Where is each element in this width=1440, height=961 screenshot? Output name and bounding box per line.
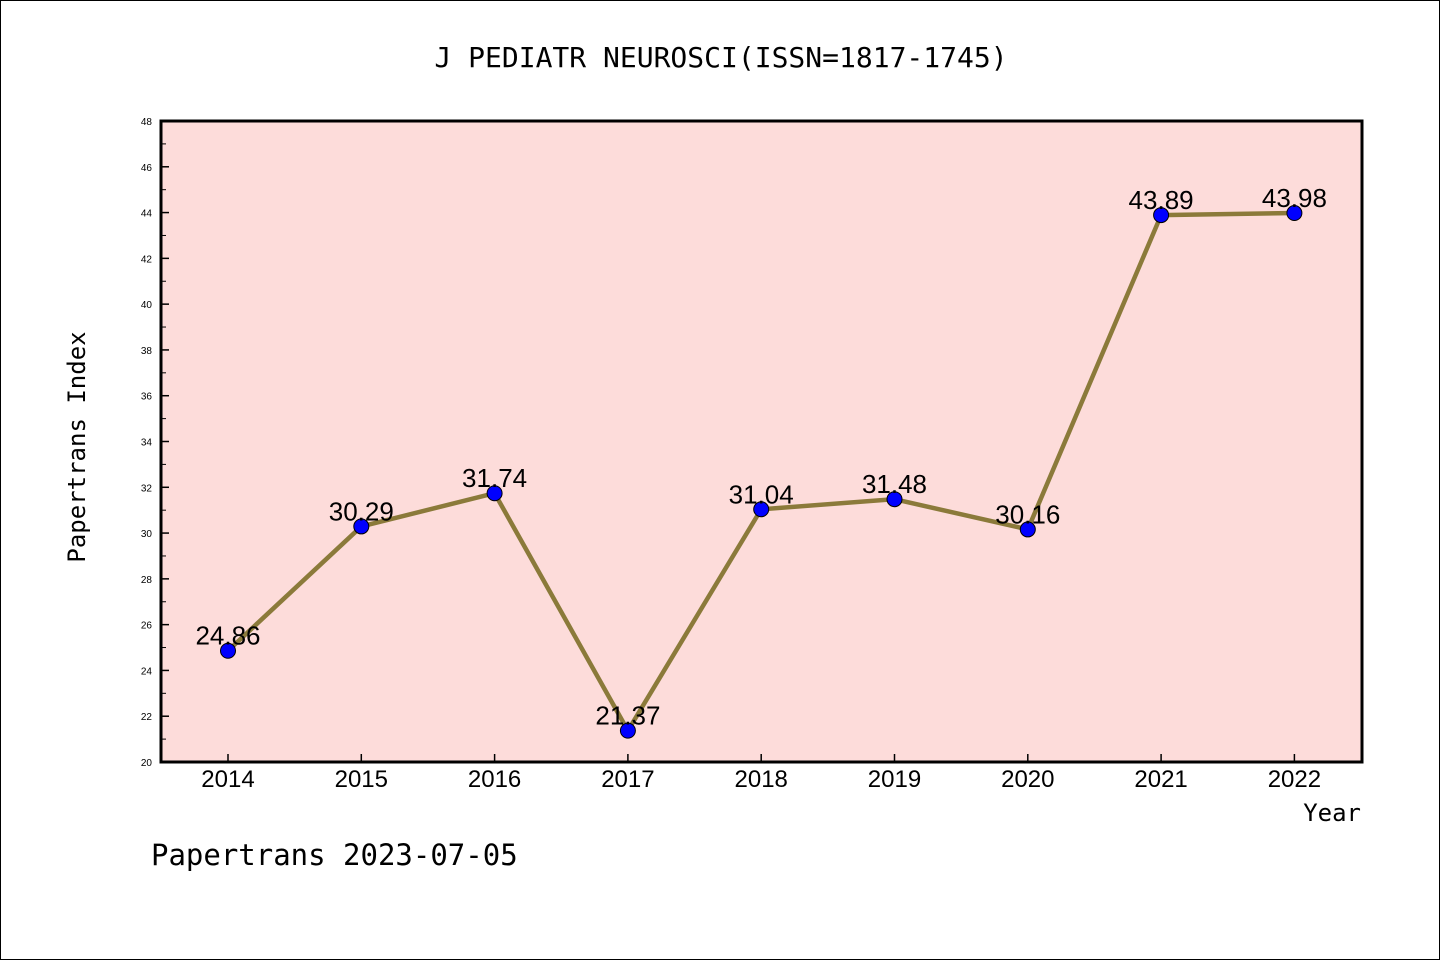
data-label: 31.04 (729, 479, 794, 509)
x-axis-label: Year (1303, 799, 1361, 827)
footer-text: Papertrans 2023-07-05 (151, 838, 518, 872)
x-tick-label: 2020 (1001, 766, 1054, 793)
data-point-marker (220, 642, 236, 659)
y-tick-label: 20 (141, 758, 153, 769)
y-tick-label: 26 (141, 621, 153, 632)
x-tick-label: 2014 (201, 766, 254, 793)
x-axis: 2014 2015 2016 2017 2018 2019 2020 2021 2022 (201, 754, 1321, 793)
data-label: 21.37 (595, 701, 660, 731)
y-tick-label: 28 (141, 575, 153, 586)
data-label: 30.16 (995, 499, 1060, 529)
x-tick-label: 2022 (1268, 766, 1321, 793)
data-point-marker (1019, 521, 1036, 538)
x-tick-label: 2018 (735, 766, 788, 793)
y-tick-label: 36 (141, 392, 153, 403)
data-label: 43.98 (1262, 183, 1327, 213)
y-tick-label: 30 (141, 529, 153, 540)
y-tick-label: 42 (141, 254, 153, 265)
x-tick-label: 2016 (468, 766, 521, 793)
x-tick-label: 2017 (601, 766, 654, 793)
y-axis: 20 22 24 26 28 30 32 34 36 38 40 42 44 46 48 (141, 117, 169, 769)
y-tick-label: 48 (141, 117, 153, 128)
data-labels: 24.86 30.29 31.74 21.37 31.04 31.48 30.16 43.89… (195, 183, 1326, 731)
data-point-marker (353, 518, 370, 535)
series-1 (220, 205, 1303, 739)
y-tick-label: 40 (141, 300, 153, 311)
data-point-marker (886, 491, 903, 508)
y-axis-label: Papertrans Index (63, 331, 91, 562)
data-label: 24.86 (195, 621, 260, 651)
x-tick-label: 2021 (1134, 766, 1187, 793)
plot-area (159, 119, 1364, 764)
data-point-marker (753, 501, 770, 518)
data-label: 43.89 (1129, 185, 1194, 215)
data-label: 30.29 (329, 496, 394, 526)
y-tick-label: 32 (141, 483, 153, 494)
data-point-marker (1286, 205, 1303, 222)
y-tick-label: 46 (141, 163, 153, 174)
data-label: 31.48 (862, 469, 927, 499)
data-label: 31.74 (462, 463, 527, 493)
x-tick-label: 2015 (335, 766, 388, 793)
chart-title: J PEDIATR NEUROSCI(ISSN=1817-1745) (434, 41, 1007, 74)
data-point-marker (1153, 207, 1170, 224)
y-tick-label: 34 (141, 438, 153, 449)
x-tick-label: 2019 (868, 766, 921, 793)
y-tick-label: 22 (141, 712, 153, 723)
y-tick-label: 44 (141, 209, 153, 220)
y-tick-label: 38 (141, 346, 153, 357)
data-point-marker (486, 485, 503, 502)
data-point-marker (619, 722, 636, 739)
y-tick-label: 24 (141, 666, 153, 677)
